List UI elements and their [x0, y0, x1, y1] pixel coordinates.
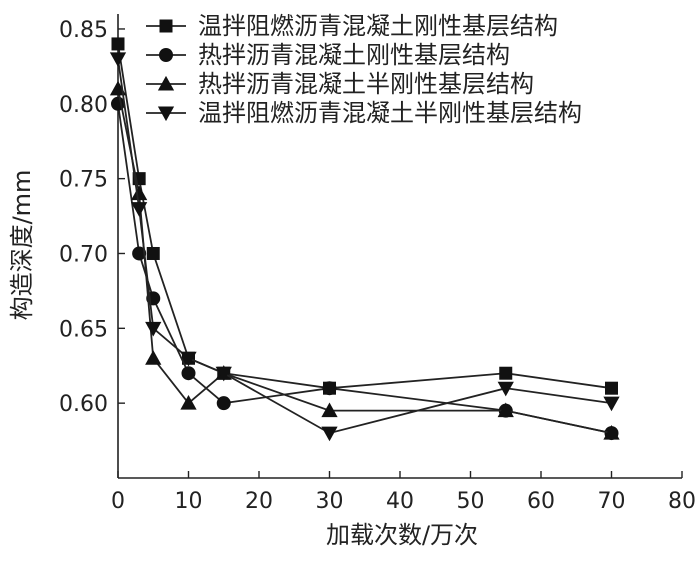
data-point	[322, 381, 337, 396]
legend: 温拌阻燃沥青混凝土刚性基层结构热拌沥青混凝土刚性基层结构热拌沥青混凝土半刚性基层…	[146, 12, 582, 127]
x-tick-label: 30	[316, 489, 344, 514]
x-tick-label: 50	[457, 489, 485, 514]
legend-label: 温拌阻燃沥青混凝土刚性基层结构	[198, 12, 558, 40]
legend-item: 热拌沥青混凝土半刚性基层结构	[146, 70, 534, 98]
data-point	[180, 395, 197, 410]
data-point	[215, 366, 232, 382]
x-tick-label: 0	[111, 489, 125, 514]
data-point	[216, 396, 231, 411]
data-point	[603, 396, 620, 412]
x-axis-label: 加载次数/万次	[326, 521, 478, 549]
y-tick-label: 0.85	[59, 18, 108, 43]
series-line	[117, 103, 612, 434]
legend-label: 热拌沥青混凝土半刚性基层结构	[198, 70, 534, 98]
series-line	[117, 88, 612, 434]
legend-item: 温拌阻燃沥青混凝土刚性基层结构	[146, 12, 558, 40]
legend-label: 热拌沥青混凝土刚性基层结构	[198, 41, 510, 69]
x-tick-label: 80	[668, 489, 696, 514]
legend-item: 热拌沥青混凝土刚性基层结构	[146, 41, 510, 69]
data-point	[111, 37, 125, 51]
y-tick-label: 0.80	[59, 93, 108, 118]
legend-marker	[159, 19, 173, 33]
data-point	[146, 246, 160, 260]
data-point	[603, 424, 620, 440]
data-point	[132, 246, 147, 261]
data-point	[321, 402, 338, 418]
series-layer	[109, 37, 620, 442]
data-point	[605, 381, 618, 395]
legend-label: 温拌阻燃沥青混凝土半刚性基层结构	[198, 99, 582, 127]
data-point	[321, 426, 338, 442]
x-tick-label: 10	[175, 489, 203, 514]
axes: 0 10 20 30 40 50 60 70 80 0.60 0.65 0.70 0.75 0.80 0.8…	[59, 14, 696, 514]
series-2	[111, 96, 619, 441]
data-point	[497, 381, 514, 397]
y-tick-label: 0.75	[59, 168, 108, 193]
y-tick-label: 0.70	[59, 242, 108, 267]
x-tick-label: 70	[598, 489, 626, 514]
data-point	[180, 351, 197, 367]
legend-marker	[157, 75, 175, 91]
data-point	[131, 185, 148, 201]
y-tick-label: 0.65	[59, 317, 108, 342]
data-point	[145, 350, 162, 365]
x-tick-label: 40	[386, 489, 414, 514]
data-point	[131, 202, 148, 217]
data-point	[181, 366, 196, 381]
data-point	[109, 52, 127, 68]
data-point	[497, 402, 514, 418]
y-axis-label: 构造深度/mm	[8, 170, 36, 321]
y-tick-label: 0.60	[59, 392, 108, 417]
data-point	[499, 366, 513, 380]
x-tick-label: 20	[245, 489, 273, 514]
legend-item: 温拌阻燃沥青混凝土半刚性基层结构	[146, 99, 582, 127]
series-4	[109, 52, 620, 442]
data-point	[145, 321, 162, 337]
legend-marker	[159, 48, 173, 62]
legend-marker	[157, 106, 175, 122]
series-line	[117, 58, 612, 435]
x-tick-label: 60	[527, 489, 555, 514]
